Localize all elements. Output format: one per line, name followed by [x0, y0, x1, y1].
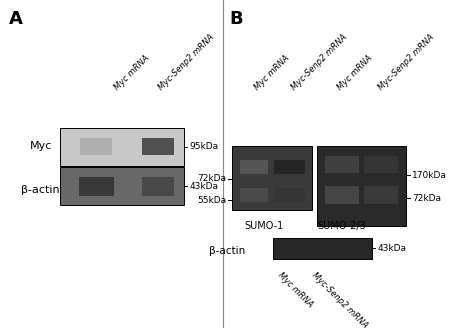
Bar	[142, 138, 174, 155]
Text: B: B	[230, 10, 243, 28]
Bar	[273, 238, 372, 259]
Text: 72kDa: 72kDa	[197, 174, 226, 183]
Bar	[240, 160, 269, 174]
Text: Myc: Myc	[30, 141, 52, 151]
Text: A: A	[9, 10, 23, 28]
Text: SUMO-2/3: SUMO-2/3	[318, 221, 366, 231]
Text: 72kDa: 72kDa	[412, 194, 441, 203]
Bar	[240, 188, 269, 202]
Text: 170kDa: 170kDa	[412, 171, 447, 180]
Text: Myc mRNA: Myc mRNA	[276, 271, 314, 309]
Bar	[364, 186, 398, 204]
Bar	[60, 128, 184, 166]
Bar	[325, 155, 359, 173]
Text: β-actin: β-actin	[21, 185, 59, 195]
Bar	[80, 138, 112, 155]
Bar	[364, 155, 398, 173]
Text: Myc-Senp2 mRNA: Myc-Senp2 mRNA	[377, 32, 437, 92]
Text: Myc mRNA: Myc mRNA	[253, 53, 291, 92]
Text: 95kDa: 95kDa	[189, 142, 218, 151]
Text: Myc-Senp2 mRNA: Myc-Senp2 mRNA	[310, 271, 370, 328]
Bar	[60, 167, 184, 205]
Text: SUMO-1: SUMO-1	[244, 221, 284, 231]
Text: Myc mRNA: Myc mRNA	[336, 53, 374, 92]
Bar	[232, 146, 312, 210]
Text: Myc-Senp2 mRNA: Myc-Senp2 mRNA	[290, 32, 349, 92]
Text: 43kDa: 43kDa	[189, 182, 218, 191]
Text: β-actin: β-actin	[209, 246, 246, 256]
Bar	[274, 188, 305, 202]
Bar	[274, 160, 305, 174]
Bar	[325, 186, 359, 204]
Text: 43kDa: 43kDa	[377, 244, 406, 253]
Text: Myc-Senp2 mRNA: Myc-Senp2 mRNA	[157, 32, 216, 92]
Text: Myc mRNA: Myc mRNA	[113, 53, 151, 92]
Text: 55kDa: 55kDa	[197, 195, 226, 205]
Bar	[142, 177, 174, 195]
Bar	[79, 177, 114, 195]
Bar	[317, 146, 406, 226]
